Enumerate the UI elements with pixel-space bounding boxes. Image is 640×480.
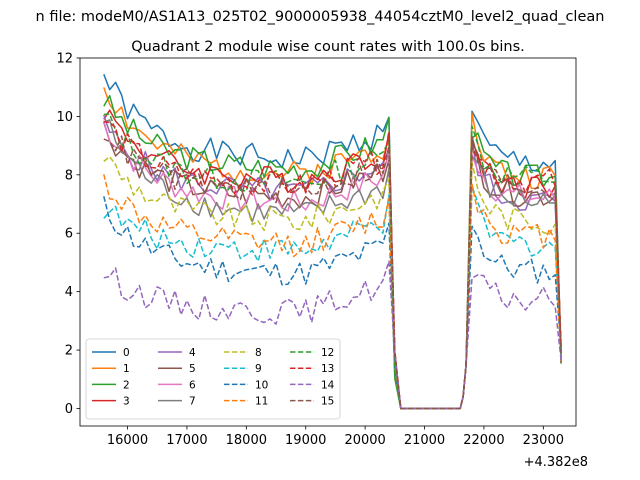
y-tick-label: 0 [65, 402, 73, 417]
chart-title: Quadrant 2 module wise count rates with … [131, 39, 525, 55]
legend-label-4: 4 [189, 347, 196, 359]
y-tick-label: 4 [65, 285, 73, 300]
axes: 16000 17000 18000 19000 20000 21000 22000 23000… [56, 52, 577, 448]
legend-label-6: 6 [189, 379, 196, 391]
legend-label-7: 7 [189, 396, 196, 408]
x-tick-label: 21000 [404, 433, 445, 448]
series-4-line [103, 114, 562, 410]
legend-label-12: 12 [321, 347, 334, 359]
series-10-line [103, 196, 562, 410]
y-tick-label: 12 [56, 52, 73, 67]
y-tick-label: 8 [65, 168, 73, 183]
legend-label-14: 14 [321, 379, 335, 391]
legend-label-8: 8 [255, 347, 262, 359]
legend-label-1: 1 [123, 363, 130, 375]
series-8-line [103, 156, 562, 410]
x-tick-label: 18000 [226, 433, 267, 448]
legend-label-15: 15 [321, 396, 334, 408]
x-tick-label: 20000 [344, 433, 385, 448]
y-tick-label: 2 [65, 344, 73, 359]
series-6-line [103, 120, 562, 410]
series-2-line [103, 94, 562, 410]
x-tick-label: 19000 [285, 433, 326, 448]
legend-label-5: 5 [189, 363, 196, 375]
series-12-line [103, 113, 562, 410]
legend-label-2: 2 [123, 379, 130, 391]
legend-label-10: 10 [255, 379, 268, 391]
x-tick-label: 17000 [166, 433, 207, 448]
y-tick-label: 10 [56, 110, 73, 125]
figure-title: n file: modeM0/AS1A13_025T02_9000005938_… [36, 9, 605, 25]
x-tick-label: 16000 [107, 433, 148, 448]
legend-box [85, 338, 341, 420]
series-7-line [103, 119, 562, 410]
legend-label-3: 3 [123, 396, 130, 408]
plot-area [103, 74, 562, 410]
y-tick-label: 6 [65, 227, 73, 242]
series-11-line [103, 174, 562, 410]
axes-frame [79, 57, 577, 427]
x-tick-label: 23000 [523, 433, 564, 448]
legend-label-9: 9 [255, 363, 262, 375]
series-14-line [103, 260, 562, 410]
series-15-line [103, 135, 562, 410]
legend-label-13: 13 [321, 363, 334, 375]
series-0-line [103, 74, 562, 410]
series-9-line [103, 185, 562, 410]
series-1-line [103, 87, 562, 410]
legend-label-11: 11 [255, 396, 268, 408]
x-tick-label: 22000 [463, 433, 504, 448]
legend-label-0: 0 [123, 347, 130, 359]
x-offset-label: +4.382e8 [524, 455, 588, 470]
